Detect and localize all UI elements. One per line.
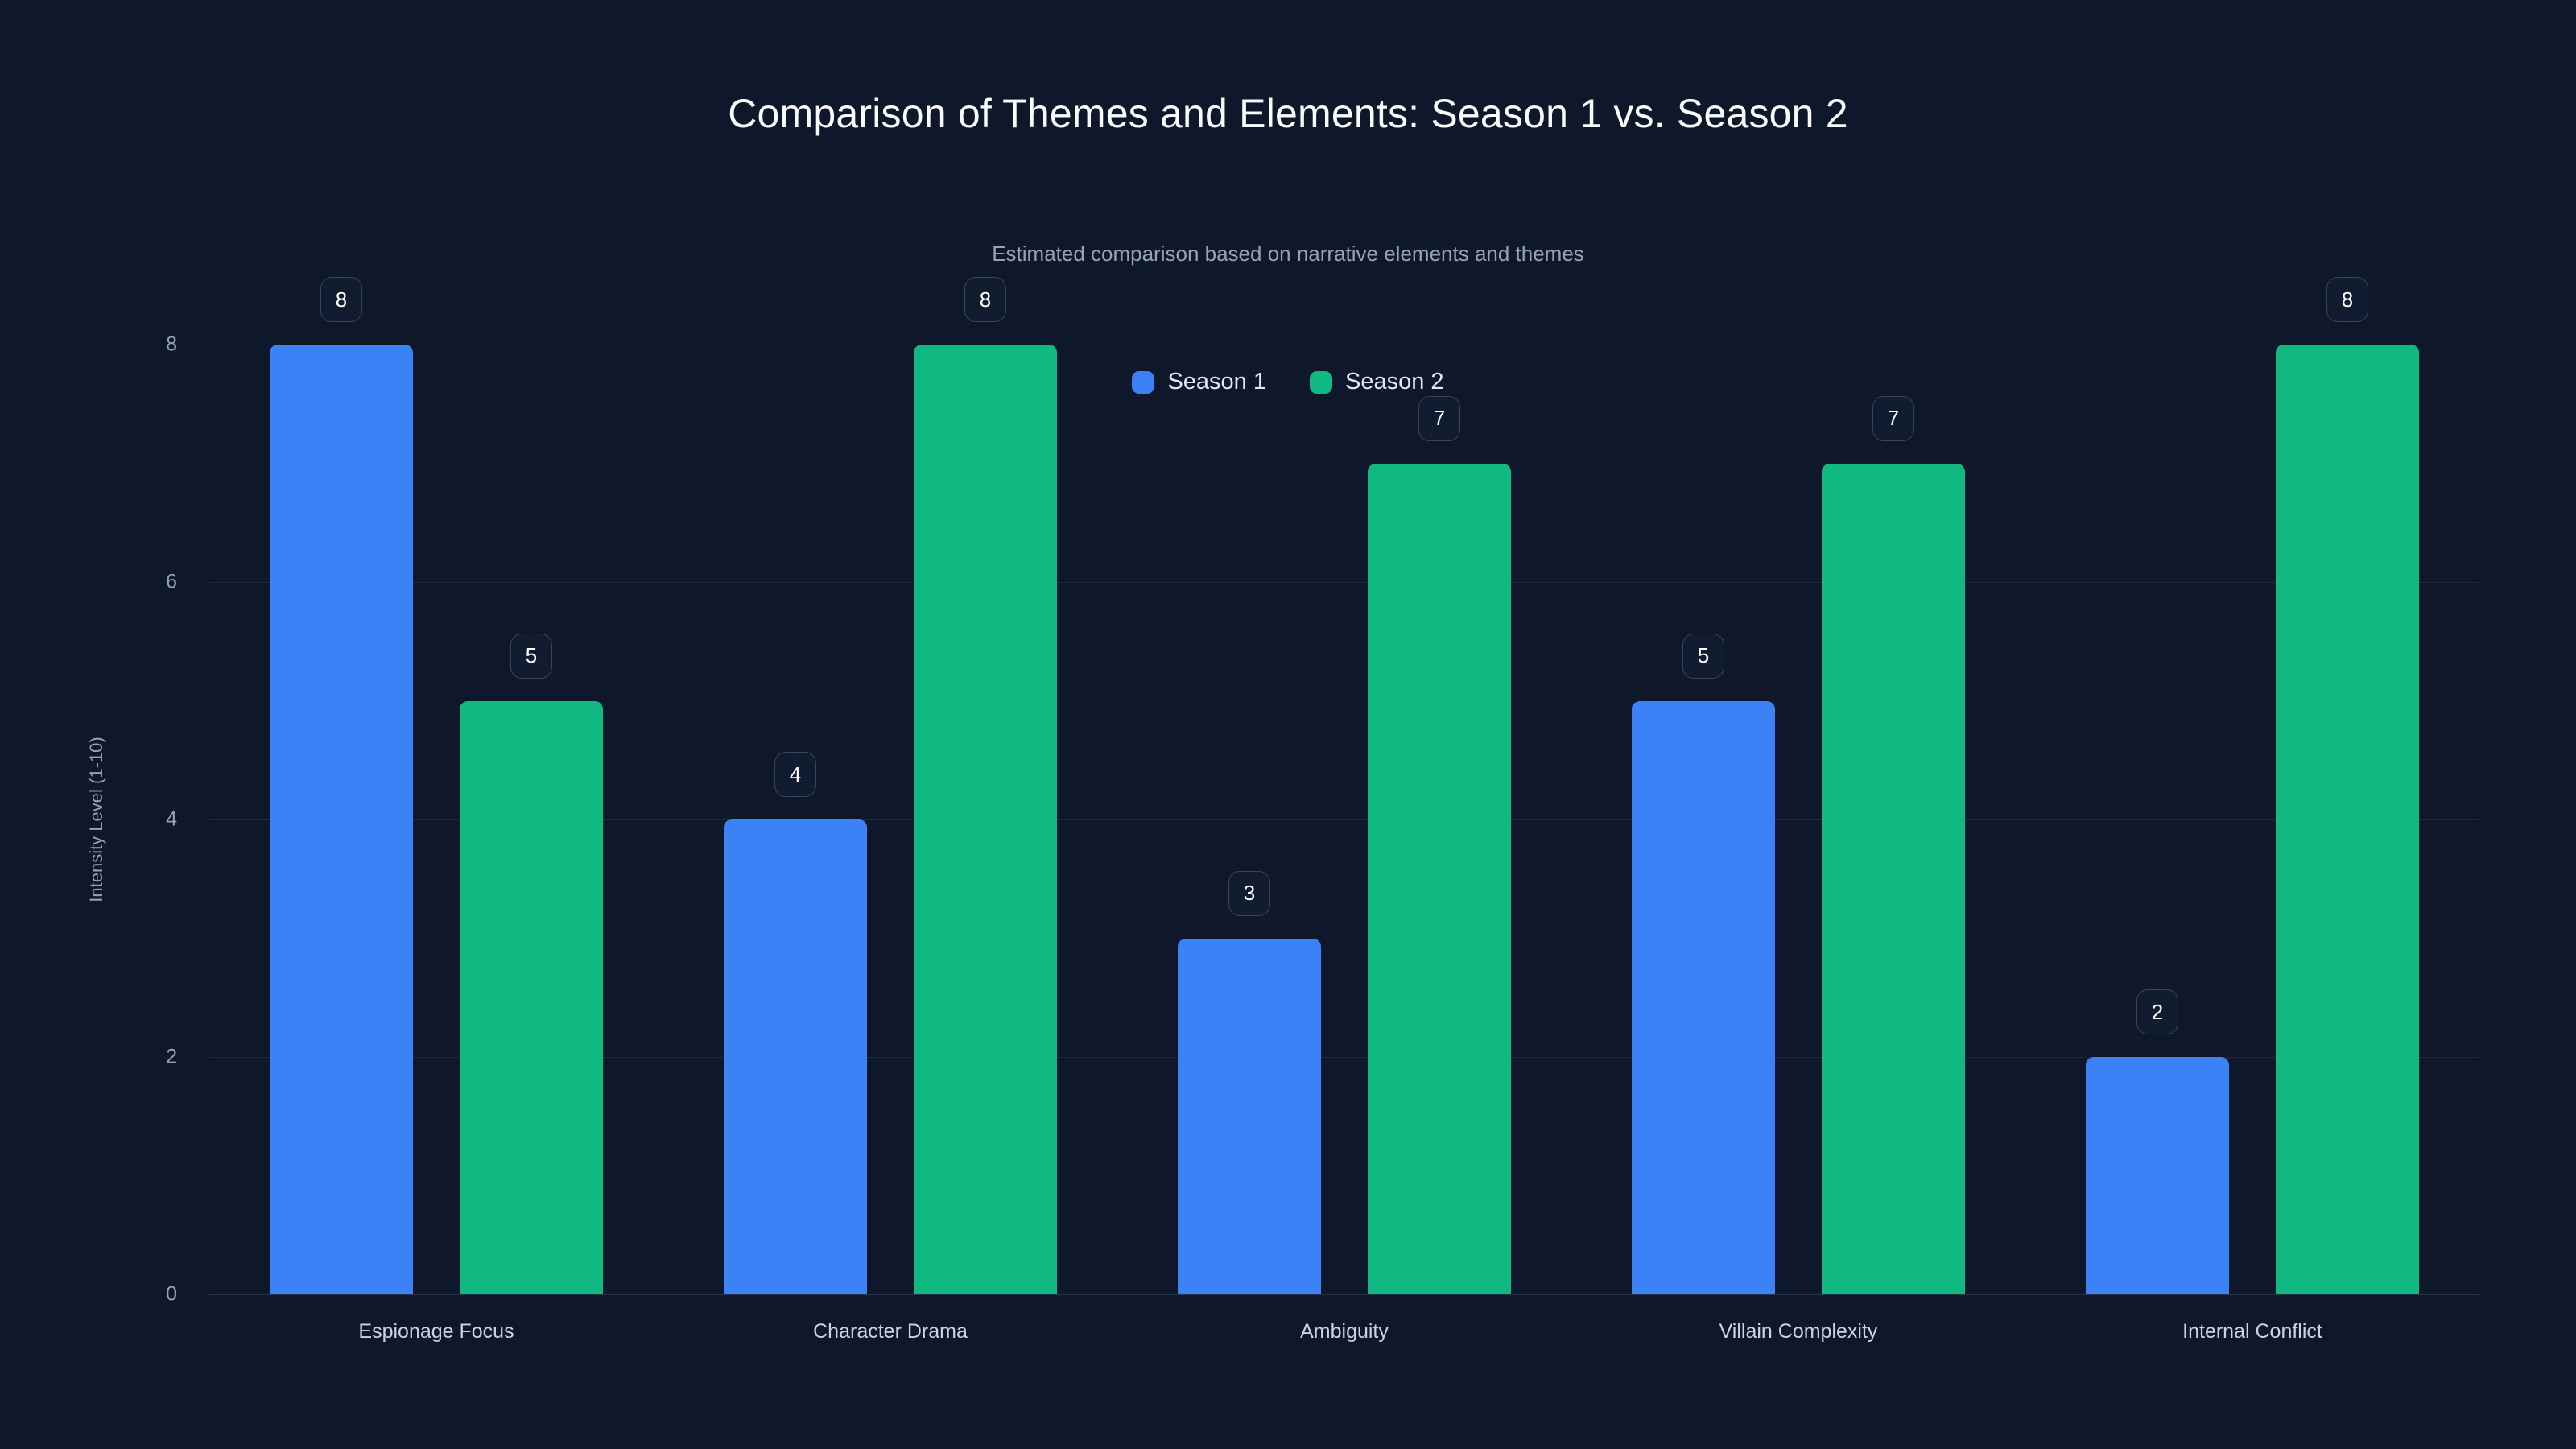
bar-season-2[interactable] (1822, 463, 1965, 1294)
bar-value-badge: 4 (774, 752, 816, 797)
y-tick-label: 4 (166, 807, 177, 831)
gridline (209, 819, 2479, 820)
bar-value-badge: 8 (964, 277, 1006, 322)
y-tick-label: 8 (166, 332, 177, 356)
gridline (209, 1294, 2479, 1295)
bar-season-1[interactable] (724, 819, 867, 1294)
x-category-label: Espionage Focus (358, 1320, 514, 1343)
bar-season-2[interactable] (1368, 463, 1511, 1294)
x-category-label: Ambiguity (1300, 1320, 1389, 1343)
y-tick-label: 0 (166, 1282, 177, 1306)
chart-subtitle: Estimated comparison based on narrative … (992, 242, 1584, 266)
bar-value-badge: 7 (1418, 395, 1460, 441)
legend-label: Season 2 (1345, 369, 1444, 394)
x-category-label: Villain Complexity (1719, 1320, 1878, 1343)
legend-swatch-icon (1310, 370, 1332, 394)
bar-season-1[interactable] (1632, 700, 1775, 1294)
bar-season-2[interactable] (2276, 345, 2419, 1294)
bar-value-badge: 8 (2326, 277, 2368, 322)
bar-season-1[interactable] (270, 345, 413, 1294)
x-axis-category-labels: Espionage Focus Character Drama Ambiguity V… (209, 1320, 2479, 1368)
y-axis-tick-labels: 0 2 4 6 8 (0, 333, 209, 1306)
legend-swatch-icon (1132, 370, 1155, 394)
gridline (209, 1057, 2479, 1058)
bar-value-badge: 3 (1228, 870, 1270, 916)
bar-season-2[interactable] (914, 345, 1057, 1294)
bar-value-badge: 8 (320, 277, 362, 322)
bar-season-2[interactable] (460, 700, 603, 1294)
gridlines (209, 345, 2479, 1295)
chart-legend: Season 1 Season 2 (0, 369, 2576, 395)
bar-value-badge: 2 (2136, 989, 2178, 1034)
y-tick-label: 6 (166, 570, 177, 593)
bar-season-1[interactable] (2086, 1057, 2229, 1294)
gridline (209, 582, 2479, 583)
bar-value-badge: 5 (510, 633, 552, 679)
bars-layer: 8 5 4 8 3 7 5 7 2 8 (209, 277, 2479, 1294)
legend-label: Season 1 (1167, 369, 1266, 394)
bar-value-badge: 5 (1682, 633, 1724, 679)
legend-item-season-1[interactable]: Season 1 (1132, 369, 1266, 395)
chart-title: Comparison of Themes and Elements: Seaso… (728, 91, 1848, 136)
legend-item-season-2[interactable]: Season 2 (1310, 369, 1444, 395)
y-tick-label: 2 (166, 1045, 177, 1068)
bar-value-badge: 7 (1872, 395, 1914, 441)
x-category-label: Internal Conflict (2182, 1320, 2322, 1343)
plot-area: 8 5 4 8 3 7 5 7 2 8 (209, 277, 2479, 1295)
bar-season-1[interactable] (1178, 938, 1321, 1294)
x-category-label: Character Drama (813, 1320, 968, 1343)
